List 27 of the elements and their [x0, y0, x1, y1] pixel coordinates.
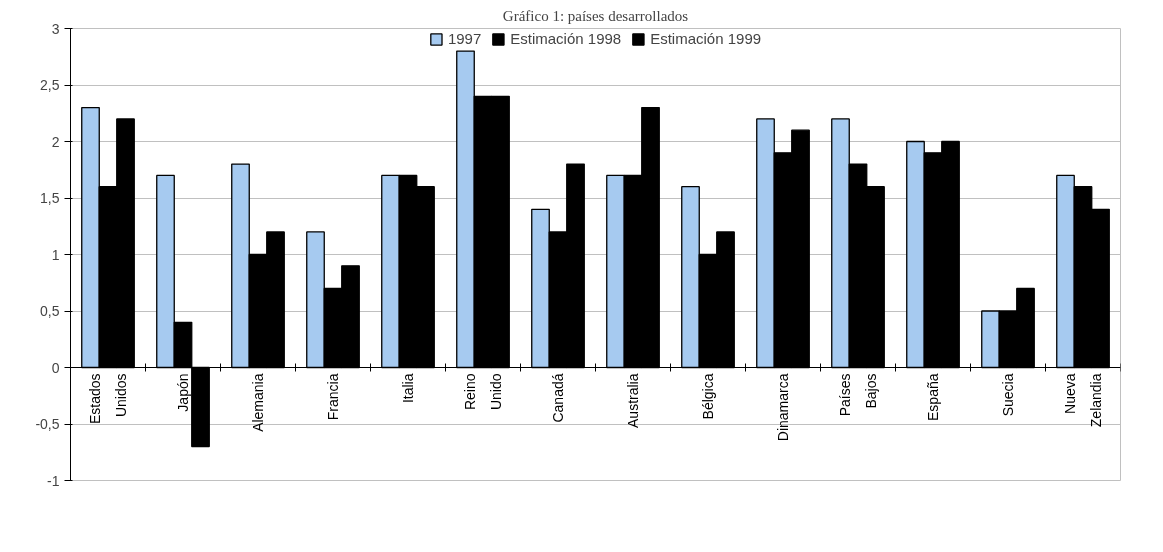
x-tick-label: Alemania [250, 373, 266, 432]
x-tick-label: Australia [625, 373, 641, 428]
x-tick-label: Estados Unidos [87, 373, 129, 425]
x-tick-label: Nueva Zelandia [1062, 373, 1104, 428]
x-tick-label: Dinamarca [775, 373, 791, 442]
x-tick-label: Italia [400, 373, 416, 404]
x-tick-label: Bélgica [700, 373, 716, 420]
chart-title: Gráfico 1: países desarrollados [502, 7, 689, 24]
y-tick-label: 2 [51, 133, 60, 150]
y-tick-label: -1 [47, 472, 60, 489]
legend-label: Estimación 1999 [650, 30, 762, 47]
x-tick-label: Francia [325, 373, 341, 421]
y-tick-label: 2,5 [40, 77, 60, 93]
y-tick-label: 0,5 [40, 303, 60, 319]
y-tick-label: -0,5 [35, 416, 60, 432]
y-tick-label: 1 [51, 246, 60, 263]
x-tick-label: Reino Unido [462, 373, 504, 411]
y-tick-label: 1,5 [40, 190, 60, 206]
x-tick-label: Japón [175, 373, 191, 412]
y-tick-label: 3 [51, 20, 60, 37]
x-tick-label: Canadá [550, 373, 566, 423]
x-tick-label: Suecia [1000, 373, 1016, 417]
x-tick-label: España [925, 373, 941, 421]
legend-label: Estimación 1998 [510, 30, 622, 47]
x-tick-label: Países Bajos [837, 373, 879, 417]
y-tick-label: 0 [51, 359, 60, 376]
legend-label: 1997 [447, 30, 482, 47]
